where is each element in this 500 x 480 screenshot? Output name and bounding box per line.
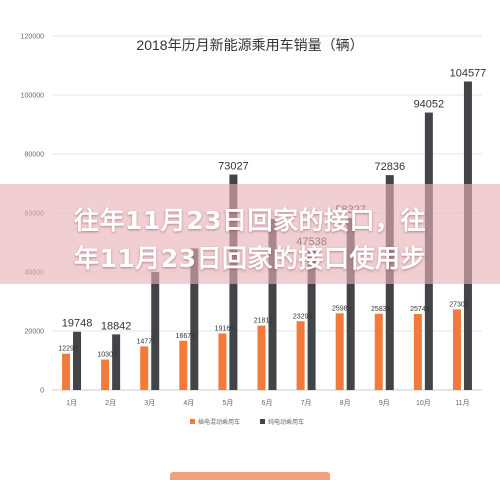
x-tick-label: 10月 [416, 399, 431, 407]
data-label: 10307 [97, 352, 117, 359]
data-label: 18842 [101, 320, 132, 332]
data-label: 25749 [410, 306, 430, 313]
legend-swatch-bev [260, 419, 265, 424]
data-label: 104577 [450, 67, 487, 79]
bar-phev [62, 353, 71, 390]
y-tick-label: 80000 [25, 152, 45, 159]
x-tick-label: 3月 [144, 399, 155, 407]
bar-phev [374, 313, 383, 390]
data-label: 12298 [58, 346, 78, 353]
y-tick-label: 20000 [25, 329, 45, 336]
y-tick-label: 0 [40, 388, 44, 395]
overlay-headline-line-2: 年11月23日回家的接口使用步 [73, 244, 427, 273]
data-label: 25839 [371, 306, 391, 313]
x-tick-label: 5月 [222, 399, 233, 407]
data-label: 73027 [218, 161, 249, 173]
bar-phev [140, 346, 149, 390]
bar-bev [73, 331, 82, 390]
legend: 插电混动乘用车 纯电动乘用车 [190, 418, 304, 426]
bar-phev [452, 309, 461, 390]
legend-label-bev: 纯电动乘用车 [268, 418, 304, 426]
bar-phev [257, 325, 266, 390]
data-label: 14771 [136, 338, 156, 345]
x-tick-label: 11月 [455, 399, 469, 407]
bar-bev [151, 272, 160, 390]
data-label: 27308 [449, 301, 469, 308]
data-label: 25989 [332, 305, 352, 312]
chart-title: 2018年历月新能源乘用车销量（辆） [136, 37, 363, 53]
watermark-banner [0, 184, 500, 284]
x-axis-ticks: 1月 2月 3月 4月 5月 6月 7月 8月 9月 10月 11月 [66, 399, 470, 407]
x-tick-label: 4月 [183, 399, 194, 407]
bar-phev [179, 340, 188, 390]
bar-bev [346, 217, 355, 390]
bar-phev [335, 313, 344, 390]
x-tick-label: 1月 [66, 399, 77, 407]
data-label: 72836 [374, 161, 405, 173]
bottom-accent-strip [170, 472, 330, 480]
data-label: 94052 [414, 99, 445, 111]
bar-bev [268, 218, 277, 390]
bar-phev [101, 359, 110, 390]
overlay-headline-line-1: 往年11月23日回家的接口，往 [73, 206, 427, 235]
bar-phev [413, 314, 422, 390]
bar-bev [190, 248, 199, 390]
x-tick-label: 8月 [340, 399, 351, 407]
data-label: 16679 [176, 333, 196, 340]
legend-swatch-phev [190, 419, 195, 424]
x-tick-label: 2月 [105, 399, 116, 407]
x-tick-label: 9月 [379, 399, 390, 407]
data-label: 19748 [62, 318, 93, 330]
y-tick-label: 100000 [21, 93, 44, 100]
y-tick-label: 120000 [21, 34, 44, 41]
data-label: 21813 [254, 318, 274, 325]
x-tick-label: 7月 [301, 399, 312, 407]
x-tick-label: 6月 [262, 399, 273, 407]
bar-bev [307, 249, 316, 390]
data-label: 19165 [215, 325, 235, 332]
bar-bev [112, 334, 121, 390]
legend-label-phev: 插电混动乘用车 [198, 418, 240, 426]
data-label: 23295 [293, 313, 313, 320]
bar-phev [296, 321, 305, 390]
bar-phev [218, 333, 227, 390]
